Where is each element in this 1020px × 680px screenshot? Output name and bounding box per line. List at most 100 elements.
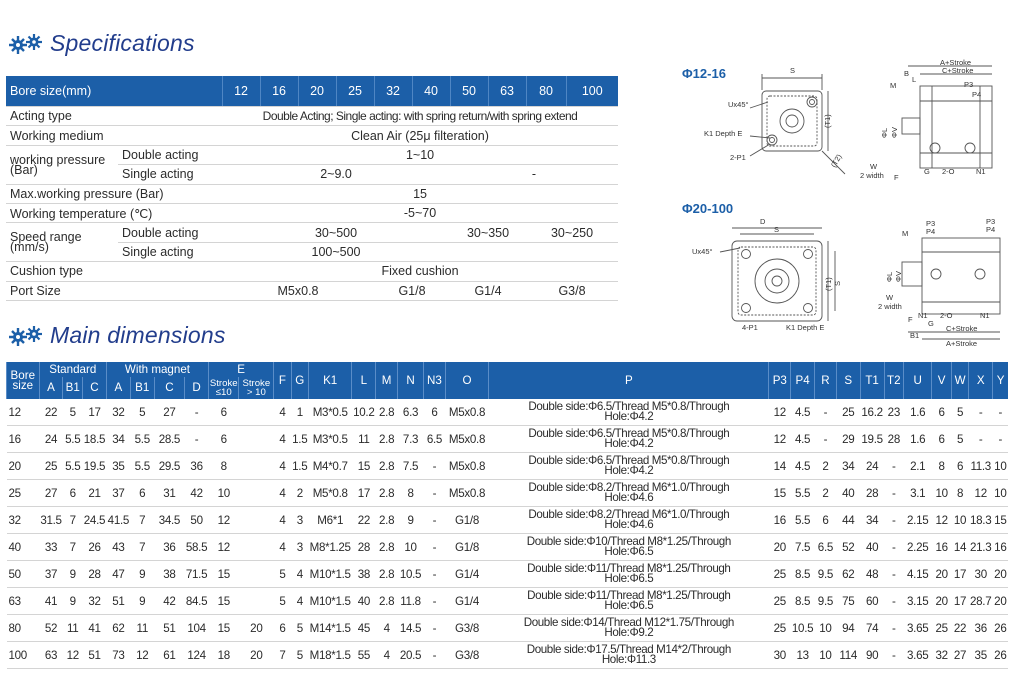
cell-a: 63 bbox=[39, 641, 63, 669]
spec-row-acting-type: Acting type Double Acting; Single acting… bbox=[6, 106, 619, 127]
standard-header: Standard bbox=[38, 362, 107, 377]
cell-c: 21 bbox=[82, 479, 107, 507]
cell-a: 25 bbox=[39, 452, 63, 480]
bore-16: 16 bbox=[259, 76, 299, 107]
cell-p: Double side:Φ8.2/Thread M6*1.0/Through Ho… bbox=[488, 479, 769, 507]
col-header-w: W bbox=[950, 362, 969, 399]
port-size-value-4: G3/8 bbox=[526, 281, 619, 301]
cell-mb1: 5.5 bbox=[130, 452, 155, 480]
cell-n: 10.5 bbox=[397, 560, 424, 588]
cell-ma: 73 bbox=[106, 641, 131, 669]
cell-v: 20 bbox=[931, 587, 952, 615]
cell-p: Double side:Φ14/Thread M12*1.75/Through H… bbox=[488, 614, 769, 642]
cell-g: 4 bbox=[291, 587, 309, 615]
cell-n: 14.5 bbox=[397, 614, 424, 642]
dim-label-phil-small: ΦL bbox=[880, 128, 889, 138]
cell-u: 4.15 bbox=[903, 560, 932, 588]
cell-w: 5 bbox=[951, 399, 969, 426]
speed-double-value-3: 30~250 bbox=[526, 222, 619, 243]
gears-icon bbox=[9, 325, 42, 346]
cell-b1: 5.5 bbox=[62, 452, 83, 480]
cell-mb1: 7 bbox=[130, 506, 155, 534]
speed-range-label-line2: (mm/s) bbox=[10, 240, 49, 255]
cell-n3: - bbox=[423, 533, 446, 561]
dim-label-m-large: M bbox=[902, 229, 908, 238]
cell-a: 52 bbox=[39, 614, 63, 642]
cell-mc: 42 bbox=[154, 587, 185, 615]
cell-ma: 35 bbox=[106, 452, 131, 480]
bore-12: 12 bbox=[221, 76, 261, 107]
cell-mb1: 11 bbox=[130, 614, 155, 642]
cell-n3: - bbox=[423, 560, 446, 588]
cell-mc: 27 bbox=[154, 399, 185, 426]
dim-label-w-small: W bbox=[870, 162, 878, 171]
cell-e2 bbox=[238, 533, 274, 561]
cell-k1: M4*0.7 bbox=[308, 452, 352, 480]
e-sub2-line1: Stroke bbox=[242, 378, 271, 389]
cell-p-line2: Hole:Φ4.2 bbox=[604, 464, 654, 477]
table-row: 16 24 5.5 18.5 34 5.5 28.5-6 4 1.5 M3*0.5 11 2.8 7.3… bbox=[6, 425, 1008, 453]
cell-l: 11 bbox=[351, 425, 376, 453]
specifications-heading: Specifications bbox=[8, 30, 195, 57]
col-header-x: X bbox=[968, 362, 993, 399]
dim-label-n1-large: N1 bbox=[918, 311, 928, 320]
cell-mb1: 12 bbox=[130, 641, 155, 669]
cell-ma: 37 bbox=[106, 479, 131, 507]
cell-e1: 15 bbox=[208, 560, 239, 588]
col-header-n: N bbox=[396, 362, 424, 399]
dim-label-2width-large: 2 width bbox=[878, 302, 902, 311]
front-view-12-16 bbox=[749, 74, 846, 175]
cell-t2: 23 bbox=[884, 399, 904, 426]
working-medium-label: Working medium bbox=[6, 125, 223, 146]
cell-md: - bbox=[184, 425, 209, 453]
cell-p4: 7.5 bbox=[790, 533, 815, 561]
cell-p4: 10.5 bbox=[790, 614, 815, 642]
cell-b1: 9 bbox=[62, 587, 83, 615]
cell-mc: 61 bbox=[154, 641, 185, 669]
speed-double-value-2: 30~350 bbox=[450, 222, 527, 243]
cell-e2 bbox=[238, 506, 274, 534]
cell-a: 33 bbox=[39, 533, 63, 561]
cell-r: - bbox=[814, 425, 837, 453]
cell-l: 40 bbox=[351, 587, 376, 615]
cell-p-line1: Double side:Φ14/Thread M12*1.75/Through bbox=[523, 616, 735, 629]
cell-p-line1: Double side:Φ10/Thread M8*1.25/Through bbox=[526, 535, 732, 548]
working-pressure-label: working pressure (Bar) bbox=[6, 145, 118, 185]
cell-v: 16 bbox=[931, 533, 952, 561]
cell-e2: 20 bbox=[238, 614, 274, 642]
cell-e1: 15 bbox=[208, 614, 239, 642]
cell-mb1: 7 bbox=[130, 533, 155, 561]
cell-p-line2: Hole:Φ4.2 bbox=[604, 410, 654, 423]
cell-u: 3.65 bbox=[903, 614, 932, 642]
main-dimensions-heading: Main dimensions bbox=[8, 322, 226, 349]
cell-y: 26 bbox=[992, 641, 1008, 669]
dim-label-o-large: 2-O bbox=[940, 311, 953, 320]
cell-p-line1: Double side:Φ11/Thread M8*1.25/Through bbox=[527, 562, 731, 575]
cell-b1: 11 bbox=[62, 614, 83, 642]
cell-t1: 28 bbox=[860, 479, 885, 507]
cell-g: 3 bbox=[291, 533, 309, 561]
dim-label-p1-large: 4-P1 bbox=[742, 323, 758, 332]
dim-label-k1-large: K1 Depth E bbox=[786, 323, 824, 332]
cell-p3: 25 bbox=[768, 560, 791, 588]
bore-header-line1: Bore bbox=[10, 368, 36, 382]
cell-mc: 31 bbox=[154, 479, 185, 507]
cell-f: 5 bbox=[273, 587, 292, 615]
table-row: 12 22 5 17 32 5 27-6 4 1 M3*0.5 10.2 2.8 6.3 6 M5x0.8 D… bbox=[6, 399, 1008, 426]
cell-t1: 24 bbox=[860, 452, 885, 480]
col-header-p4: P4 bbox=[790, 362, 815, 399]
cell-y: 26 bbox=[992, 614, 1008, 642]
cell-m: 2.8 bbox=[375, 533, 398, 561]
cell-g: 1.5 bbox=[291, 452, 309, 480]
cell-x: 12 bbox=[968, 479, 993, 507]
dim-label-g-small: G bbox=[924, 167, 930, 176]
cell-p4: 4.5 bbox=[790, 399, 815, 426]
table-row: 63 41 9 32 51 9 42 84.5 15 5 4 M10*1.5 40 2.8 11.8- G1/… bbox=[6, 587, 1008, 615]
acting-type-label: Acting type bbox=[6, 106, 223, 127]
cell-w: 27 bbox=[951, 641, 969, 669]
cell-r: - bbox=[814, 399, 837, 426]
col-header-e-stroke-gt10: Stroke > 10 bbox=[238, 377, 274, 399]
dim-label-phiv-large: ΦV bbox=[894, 271, 903, 282]
col-header-u: U bbox=[903, 362, 932, 399]
col-header-p: P bbox=[488, 362, 769, 399]
